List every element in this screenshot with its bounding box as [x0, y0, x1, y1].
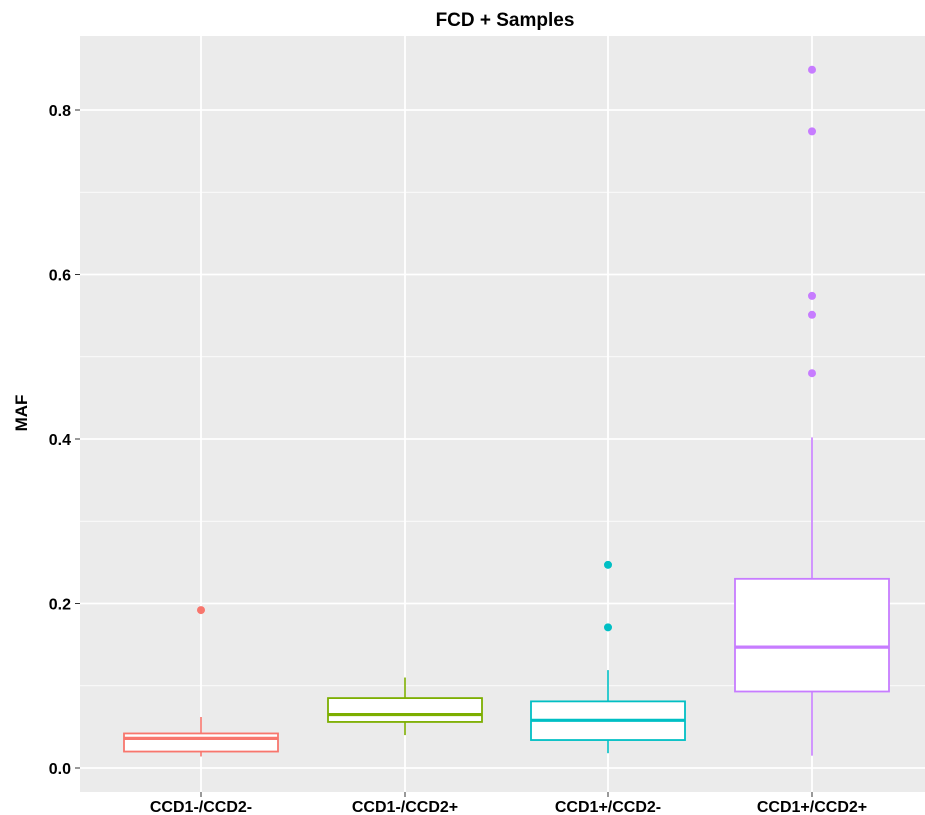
y-axis-label: MAF [12, 395, 31, 432]
chart-title: FCD + Samples [436, 10, 575, 31]
box-group [530, 560, 686, 754]
outlier-point [808, 291, 816, 300]
y-tick-label: 0.6 [49, 268, 71, 285]
x-tick-label: CCD1+/CCD2+ [757, 799, 867, 815]
x-axis-ticks: CCD1-/CCD2- CCD1-/CCD2+ CCD1+/CCD2- CCD1+/C… [150, 792, 867, 815]
box-group [734, 65, 890, 756]
outlier-point [808, 65, 816, 74]
x-tick-label: CCD1+/CCD2- [555, 799, 661, 815]
box [123, 732, 279, 753]
box-group [123, 606, 279, 757]
box-group [327, 677, 483, 736]
outlier-point [808, 310, 816, 319]
outlier-point [808, 369, 816, 378]
x-tick-label: CCD1-/CCD2+ [352, 799, 458, 815]
outlier-point [604, 560, 612, 569]
box [327, 697, 483, 723]
outlier-point [808, 127, 816, 136]
y-tick-label: 0.0 [49, 761, 71, 778]
y-axis-ticks: 0.0 0.2 0.4 0.6 0.8 [49, 103, 80, 778]
outlier-point [197, 606, 205, 615]
y-tick-label: 0.8 [49, 103, 71, 120]
major-gridlines [80, 36, 925, 792]
x-tick-label: CCD1-/CCD2- [150, 799, 252, 815]
outlier-point [604, 623, 612, 632]
y-tick-label: 0.4 [49, 432, 71, 449]
box [734, 577, 890, 693]
boxes [123, 65, 890, 757]
y-tick-label: 0.2 [49, 597, 71, 614]
